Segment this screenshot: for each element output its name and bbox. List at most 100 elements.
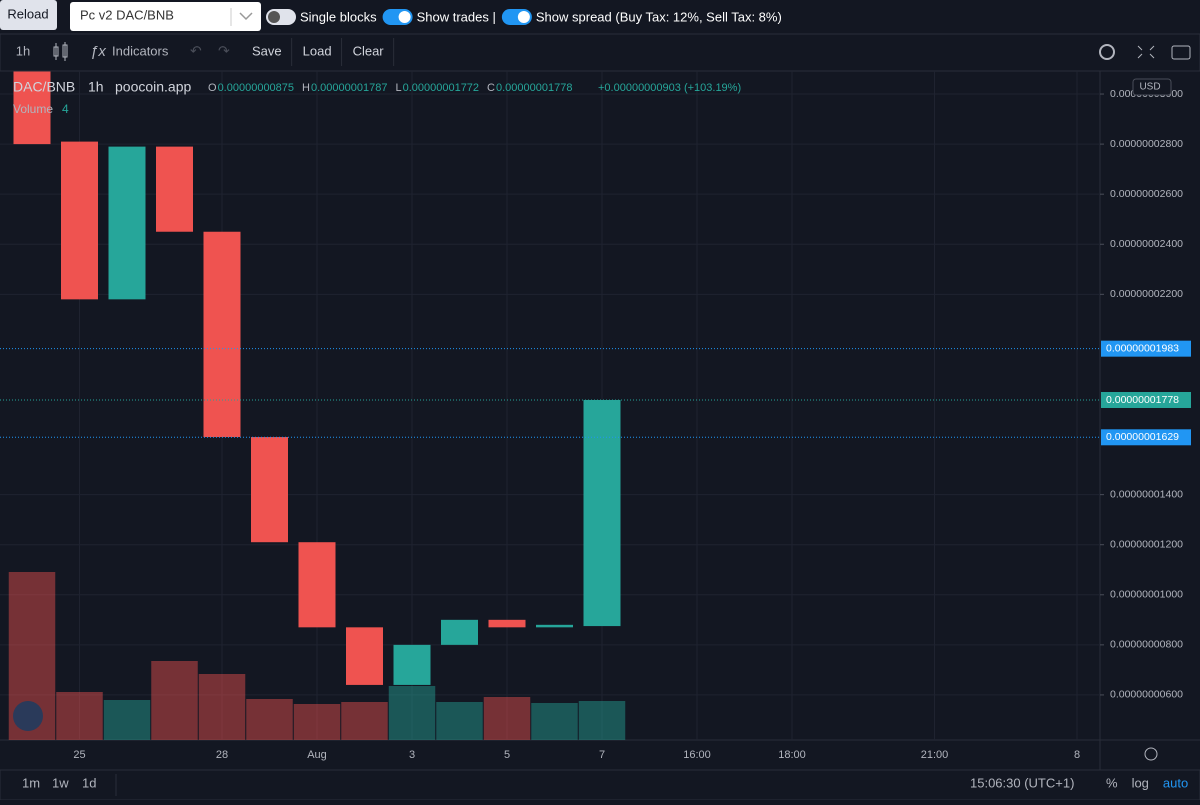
legend-symbol: DAC/BNB [13,79,75,95]
toggle-knob [268,11,280,23]
fullscreen-icon[interactable] [1137,45,1155,59]
screenshot-icon[interactable] [1171,45,1191,60]
ohlc-key: C [487,82,495,94]
y-tick-label: 0.00000002800 [1110,138,1183,150]
price-line-label: 0.00000001629 [1106,431,1179,443]
candle-body [536,624,573,628]
ohlc-value: 0.00000000875 [218,82,294,94]
y-tick-label: 0.00000001400 [1110,488,1183,500]
price-line-label: 0.00000001983 [1106,342,1179,354]
range-button[interactable]: 1d [82,775,96,790]
toggle-label: Single blocks [300,9,377,24]
volume-label: Volume [13,102,53,116]
y-tick-label: 0.00000001200 [1110,538,1183,550]
candle-body [13,71,51,145]
select-arrow [239,12,253,21]
volume-bar [56,692,103,740]
toolbar-button[interactable]: Save [252,43,282,58]
x-tick-label: 16:00 [683,749,711,761]
candle-body [441,619,478,645]
ohlc-value: 0.00000001772 [403,82,479,94]
candle-body [203,231,241,438]
x-tick-label: 5 [504,749,510,761]
range-button[interactable]: 1w [52,775,69,790]
toggle-knob [398,11,411,23]
price-line-badge [1101,340,1191,357]
scale-option[interactable]: log [1132,775,1149,790]
y-tick-label: 0.00000000600 [1110,689,1183,701]
ohlc-value: 0.00000001787 [311,82,387,94]
x-tick-label: 8 [1074,749,1080,761]
y-tick-label: 0.00000002600 [1110,188,1183,200]
chart-style-icon[interactable] [53,42,68,61]
volume-bar [293,704,341,740]
x-tick-label: 18:00 [778,749,806,761]
volume-bar [103,700,151,740]
redo-icon[interactable]: ↷ [218,43,230,59]
reload-label: Reload [7,6,48,21]
ohlc-key: O [208,82,217,94]
x-tick-label: 3 [409,749,415,761]
volume-bar [246,699,293,740]
x-tick-label: 21:00 [921,749,949,761]
volume-value: 4 [62,102,69,116]
fx-icon: ƒx [90,43,106,60]
undo-icon[interactable]: ↶ [190,43,202,59]
price-line-badge [1101,391,1191,408]
volume-bar [341,702,388,740]
x-tick-label: 25 [73,749,85,761]
volume-bar [151,661,198,740]
volume-bar [436,702,483,740]
scale-option[interactable]: auto [1163,775,1188,790]
interval-button[interactable]: 1h [16,43,30,58]
clock: 15:06:30 (UTC+1) [970,775,1074,790]
range-button[interactable]: 1m [22,775,40,790]
x-tick-label: 28 [216,749,228,761]
y-tick-label: 0.00000002200 [1110,288,1183,300]
volume-bar [483,697,531,740]
volume-bar [388,686,436,740]
volume-bar [531,703,578,740]
logo-badge[interactable] [13,701,43,731]
reload-button[interactable] [0,0,57,30]
candle-body [346,627,383,685]
candle-body [298,542,336,628]
pair-select[interactable] [70,2,261,31]
x-tick-label: Aug [307,749,327,761]
toolbar-button[interactable]: Clear [353,43,385,58]
legend-interval: 1h [88,79,104,95]
candle-body [393,644,431,685]
indicators-button[interactable]: Indicators [112,43,169,58]
toolbar [0,33,1200,72]
toggle-label: Show trades | [417,9,496,24]
candle-body [583,399,621,627]
ohlc-value: 0.00000001778 [496,82,572,94]
toolbar-button[interactable]: Load [303,43,332,58]
candle-body [488,619,526,628]
toggle-knob [517,11,530,23]
x-tick-label: 7 [599,749,605,761]
candle-body [61,141,98,300]
price-line-label: 0.00000001778 [1106,394,1179,406]
ohlc-key: H [302,82,310,94]
bottombar [0,769,1200,801]
pair-select-label: Pc v2 DAC/BNB [80,7,174,22]
legend-source: poocoin.app [115,79,192,95]
scale-option[interactable]: % [1106,775,1118,790]
volume-bar [198,674,246,740]
toggle-label: Show spread (Buy Tax: 12%, Sell Tax: 8%) [536,9,782,24]
currency-select[interactable] [1132,78,1172,96]
axis-settings-icon[interactable] [1144,747,1158,761]
y-tick-label: 0.00000001000 [1110,589,1183,601]
candle-body [108,146,146,300]
candle-body [156,146,193,232]
y-tick-label: 0.00000002400 [1110,238,1183,250]
settings-icon[interactable] [1099,44,1115,60]
y-tick-label: 0.00000000800 [1110,639,1183,651]
price-line-badge [1101,429,1191,446]
legend-change: +0.00000000903 (+103.19%) [598,82,741,94]
candle-body [251,437,288,543]
ohlc-key: L [395,82,401,94]
